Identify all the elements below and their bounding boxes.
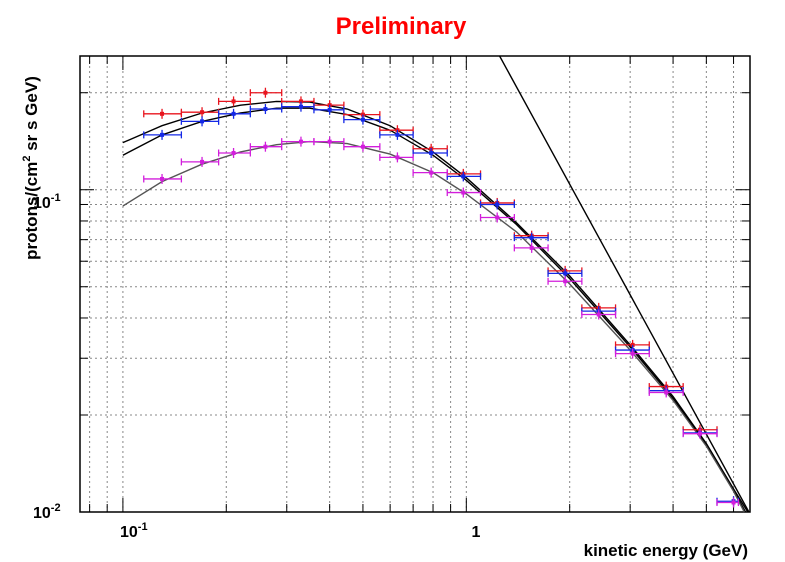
x-axis-label: kinetic energy (GeV) [584,541,748,560]
point-magenta-data-8-marker [429,170,434,175]
point-red-data-0-marker [160,111,165,116]
data-points [143,87,740,508]
point-red-data-4-marker [298,99,303,104]
point-blue-data-7-marker [395,132,400,137]
point-magenta-data-10 [479,212,516,223]
point-blue-data-5 [313,104,345,115]
curve-steep-line [498,55,750,513]
point-blue-data-1 [180,116,220,127]
point-magenta-data-9 [446,187,482,198]
svg-text:1: 1 [472,524,481,541]
y-axis-label: protons/(cm2 sr s GeV) [21,76,41,260]
point-blue-data-0-marker [160,132,165,137]
point-magenta-data-10-marker [495,215,500,220]
curve-fit-lower [122,140,745,513]
x-tick-label-0: 10-1 [120,521,148,541]
point-blue-data-10-marker [495,202,500,207]
point-magenta-data-3 [249,141,283,152]
point-blue-data-1-marker [200,119,205,124]
grid [80,56,750,512]
curve-fit-middle [122,107,747,513]
point-magenta-data-4-marker [298,139,303,144]
point-blue-data-11 [513,232,549,243]
point-red-data-1 [180,107,220,118]
point-magenta-data-7-marker [395,155,400,160]
point-magenta-data-16-marker [697,431,702,436]
point-magenta-data-2 [217,148,251,159]
point-red-data-1-marker [200,110,205,115]
point-red-data-3-marker [263,90,268,95]
point-magenta-data-15 [648,387,684,398]
point-magenta-data-0 [143,173,183,184]
point-magenta-data-14 [614,348,650,359]
point-blue-data-2-marker [231,111,236,116]
x-tick-label-1: 1 [472,524,481,541]
point-magenta-data-5-marker [327,139,332,144]
point-blue-data-3 [249,104,283,115]
point-red-data-3 [249,87,283,98]
point-blue-data-7 [379,129,414,140]
axis-ticks [80,56,750,513]
point-red-data-2 [217,96,251,107]
point-magenta-data-15-marker [664,390,669,395]
point-blue-data-6 [343,114,381,125]
point-magenta-data-14-marker [630,351,635,356]
point-magenta-data-16 [682,428,718,439]
point-magenta-data-3-marker [263,144,268,149]
point-magenta-data-5 [313,136,345,147]
svg-text:10-2: 10-2 [33,502,61,522]
point-red-data-14-marker [630,342,635,347]
point-blue-data-6-marker [360,117,365,122]
point-blue-data-11-marker [529,235,534,240]
curve-fit-upper [122,100,749,513]
point-magenta-data-11 [513,242,549,253]
point-magenta-data-7 [379,152,414,163]
point-magenta-data-17 [716,497,740,508]
svg-text:10-1: 10-1 [120,521,148,541]
point-blue-data-10 [479,199,516,210]
point-magenta-data-4 [281,136,315,147]
point-magenta-data-8 [412,167,448,178]
point-blue-data-8-marker [429,151,434,156]
point-blue-data-12-marker [563,271,568,276]
point-magenta-data-2-marker [231,151,236,156]
y-tick-label-0: 10-2 [33,502,61,522]
point-magenta-data-1 [180,156,220,167]
plot-frame [79,55,751,513]
point-magenta-data-12 [547,276,583,287]
point-magenta-data-11-marker [529,245,534,250]
point-magenta-data-9-marker [461,190,466,195]
point-magenta-data-6 [343,141,381,152]
point-blue-data-9 [446,171,482,182]
point-magenta-data-12-marker [563,279,568,284]
point-red-data-0 [143,108,183,119]
point-blue-data-0 [143,129,183,140]
point-magenta-data-17-marker [731,500,736,505]
point-magenta-data-1-marker [200,159,205,164]
y-tick-label-1: 10-1 [33,192,61,212]
point-blue-data-5-marker [327,107,332,112]
point-blue-data-3-marker [263,107,268,112]
point-magenta-data-6-marker [360,144,365,149]
point-blue-data-4-marker [298,104,303,109]
point-blue-data-4 [281,101,315,112]
point-magenta-data-0-marker [160,176,165,181]
point-magenta-data-13-marker [596,312,601,317]
point-blue-data-8 [412,148,448,159]
point-red-data-2-marker [231,99,236,104]
fit-curves [122,55,750,513]
point-blue-data-9-marker [461,174,466,179]
svg-text:10-1: 10-1 [33,192,61,212]
point-magenta-data-13 [581,309,617,320]
chart-title: Preliminary [336,13,467,40]
